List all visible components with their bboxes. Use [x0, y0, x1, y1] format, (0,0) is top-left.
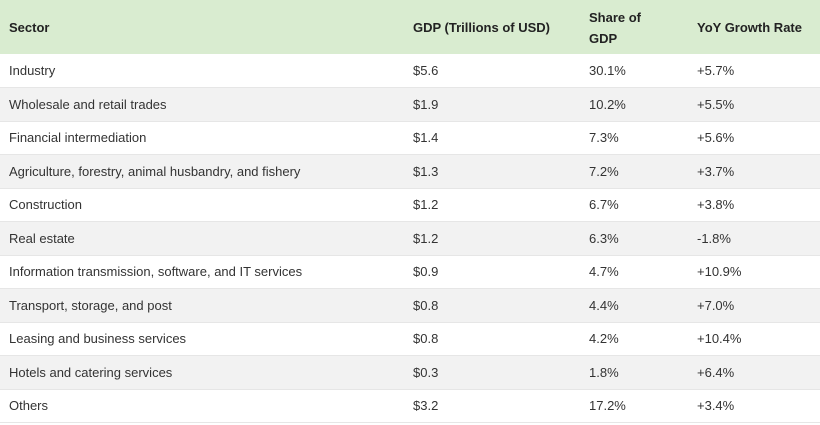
- cell-gdp: $0.3: [404, 355, 580, 390]
- cell-share: 10.2%: [580, 87, 688, 122]
- cell-share: 7.3%: [580, 121, 688, 155]
- table-row: Real estate $1.2 6.3% -1.8%: [0, 221, 820, 256]
- cell-sector: Industry: [0, 54, 404, 88]
- table-row: Financial intermediation $1.4 7.3% +5.6%: [0, 121, 820, 155]
- cell-growth: +6.4%: [688, 355, 820, 390]
- cell-sector: Agriculture, forestry, animal husbandry,…: [0, 154, 404, 189]
- cell-share: 4.4%: [580, 288, 688, 323]
- table-row: Agriculture, forestry, animal husbandry,…: [0, 154, 820, 189]
- cell-share: 4.2%: [580, 322, 688, 356]
- table-row: Wholesale and retail trades $1.9 10.2% +…: [0, 87, 820, 122]
- header-growth: YoY Growth Rate: [697, 19, 802, 35]
- cell-growth: +5.7%: [688, 54, 820, 88]
- cell-share: 17.2%: [580, 389, 688, 423]
- cell-growth: +3.8%: [688, 188, 820, 222]
- cell-growth: +10.9%: [688, 255, 820, 289]
- cell-growth: +3.4%: [688, 389, 820, 423]
- cell-share: 6.7%: [580, 188, 688, 222]
- cell-share: 6.3%: [580, 221, 688, 256]
- cell-share: 7.2%: [580, 154, 688, 189]
- cell-sector: Construction: [0, 188, 404, 222]
- cell-growth: +5.6%: [688, 121, 820, 155]
- cell-sector: Real estate: [0, 221, 404, 256]
- table-row: Leasing and business services $0.8 4.2% …: [0, 322, 820, 356]
- cell-gdp: $0.8: [404, 288, 580, 323]
- cell-gdp: $1.3: [404, 154, 580, 189]
- cell-gdp: $1.4: [404, 121, 580, 155]
- header-share-line1: Share of: [589, 10, 642, 25]
- table-row: Construction $1.2 6.7% +3.8%: [0, 188, 820, 222]
- cell-gdp: $0.9: [404, 255, 580, 289]
- header-share: Share of GDP: [580, 0, 688, 54]
- cell-sector: Others: [0, 389, 404, 423]
- header-sector: Sector: [9, 19, 50, 35]
- table-body: Industry $5.6 30.1% +5.7% Wholesale and …: [0, 54, 820, 423]
- cell-gdp: $1.9: [404, 87, 580, 122]
- cell-sector: Transport, storage, and post: [0, 288, 404, 323]
- table-row: Transport, storage, and post $0.8 4.4% +…: [0, 288, 820, 323]
- cell-gdp: $5.6: [404, 54, 580, 88]
- table-row: Information transmission, software, and …: [0, 255, 820, 289]
- table-row: Others $3.2 17.2% +3.4%: [0, 389, 820, 423]
- cell-sector: Leasing and business services: [0, 322, 404, 356]
- table-row: Hotels and catering services $0.3 1.8% +…: [0, 355, 820, 390]
- cell-growth: +7.0%: [688, 288, 820, 323]
- cell-sector: Hotels and catering services: [0, 355, 404, 390]
- cell-growth: +10.4%: [688, 322, 820, 356]
- cell-share: 4.7%: [580, 255, 688, 289]
- cell-growth: +5.5%: [688, 87, 820, 122]
- header-gdp: GDP (Trillions of USD): [413, 19, 550, 35]
- cell-gdp: $0.8: [404, 322, 580, 356]
- cell-gdp: $1.2: [404, 188, 580, 222]
- cell-gdp: $3.2: [404, 389, 580, 423]
- table-header: Sector GDP (Trillions of USD) Share of GD…: [0, 0, 820, 54]
- cell-share: 1.8%: [580, 355, 688, 390]
- cell-growth: -1.8%: [688, 221, 820, 256]
- cell-share: 30.1%: [580, 54, 688, 88]
- cell-sector: Financial intermediation: [0, 121, 404, 155]
- table-row: Industry $5.6 30.1% +5.7%: [0, 54, 820, 88]
- header-row: Sector GDP (Trillions of USD) Share of GD…: [0, 0, 820, 54]
- cell-sector: Information transmission, software, and …: [0, 255, 404, 289]
- cell-growth: +3.7%: [688, 154, 820, 189]
- cell-sector: Wholesale and retail trades: [0, 87, 404, 122]
- cell-gdp: $1.2: [404, 221, 580, 256]
- header-share-line2: GDP: [589, 31, 618, 46]
